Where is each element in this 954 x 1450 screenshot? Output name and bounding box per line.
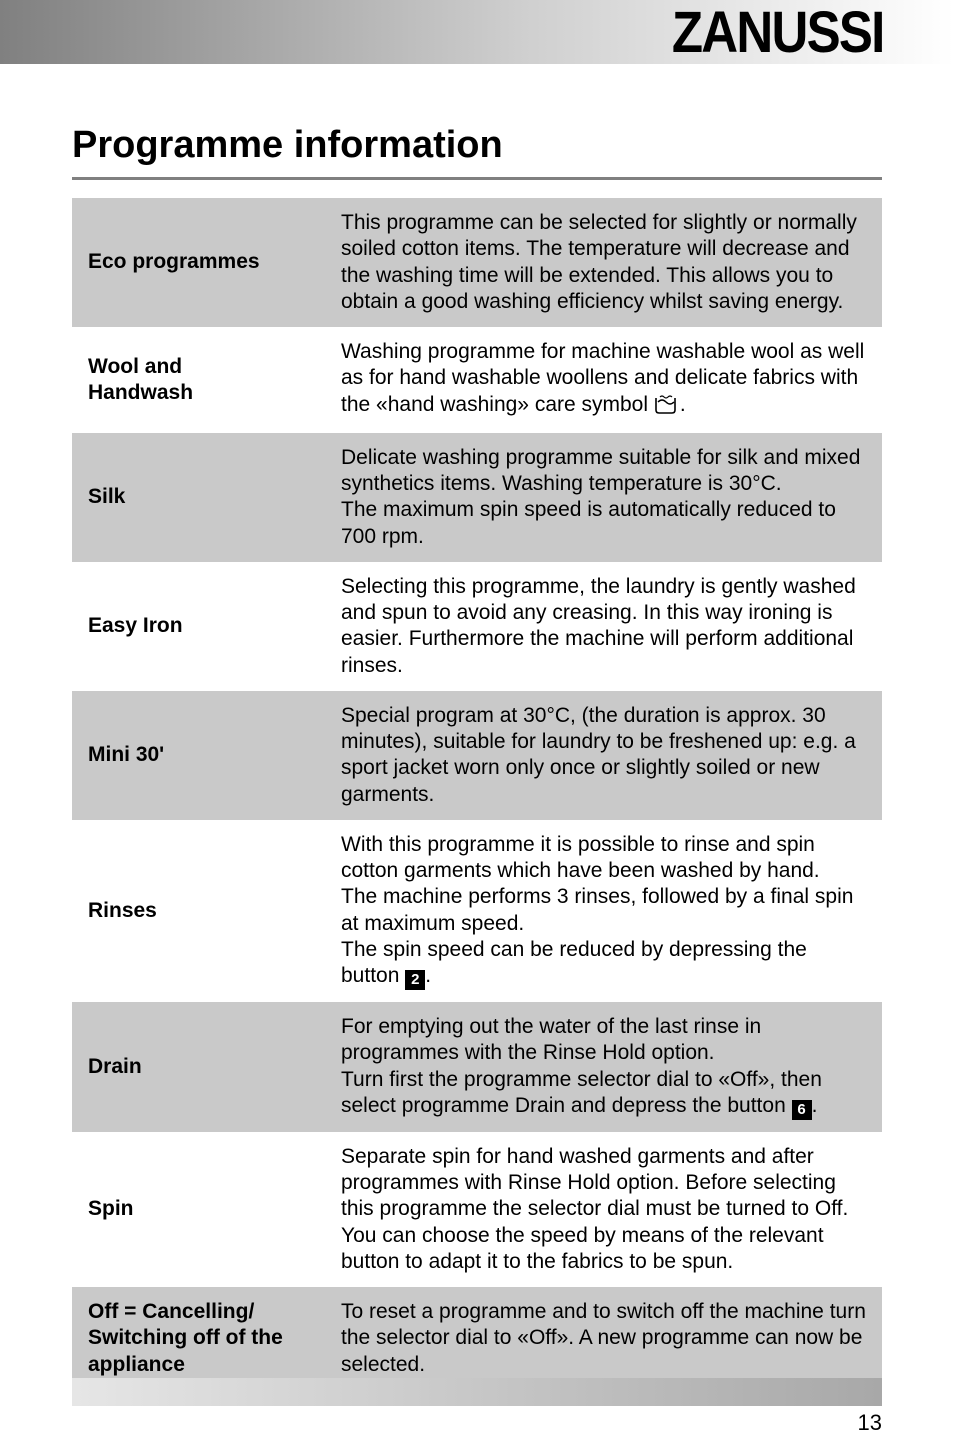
row-label: Spin: [72, 1132, 327, 1287]
footer-rule: [72, 1378, 882, 1406]
table-row: Wool and Handwash Washing programme for …: [72, 327, 882, 433]
table-row: Eco programmes This programme can be sel…: [72, 198, 882, 327]
table-row: Rinses With this programme it is possibl…: [72, 820, 882, 1002]
row-desc-text: For emptying out the water of the last r…: [341, 1015, 822, 1117]
brand-logo: ZANUSSI: [672, 0, 884, 66]
row-desc: Washing programme for machine washable w…: [327, 327, 882, 433]
handwash-icon: [654, 394, 680, 421]
row-label-line: Handwash: [88, 381, 193, 404]
row-label: Eco programmes: [72, 198, 327, 327]
row-label: Silk: [72, 433, 327, 562]
programme-table: Eco programmes This programme can be sel…: [72, 198, 882, 1390]
table-row: Spin Separate spin for hand washed garme…: [72, 1132, 882, 1287]
row-label: Rinses: [72, 820, 327, 1002]
table-row: Silk Delicate washing programme suitable…: [72, 433, 882, 562]
row-label: Easy Iron: [72, 562, 327, 691]
row-desc-text: .: [425, 964, 431, 987]
row-desc: With this programme it is possible to ri…: [327, 820, 882, 1002]
table-row: Drain For emptying out the water of the …: [72, 1002, 882, 1132]
button-badge-icon: 6: [792, 1100, 812, 1120]
table-row: Easy Iron Selecting this programme, the …: [72, 562, 882, 691]
button-badge-icon: 2: [405, 970, 425, 990]
row-desc-text: With this programme it is possible to ri…: [341, 833, 853, 987]
row-desc: Special program at 30°C, (the duration i…: [327, 691, 882, 820]
row-desc: This programme can be selected for sligh…: [327, 198, 882, 327]
row-desc-text: .: [812, 1094, 818, 1117]
row-desc-text: .: [680, 393, 686, 416]
row-desc: To reset a programme and to switch off t…: [327, 1287, 882, 1390]
page: ZANUSSI Programme information Eco progra…: [0, 0, 954, 1450]
row-desc: Separate spin for hand washed garments a…: [327, 1132, 882, 1287]
row-desc: Selecting this programme, the laundry is…: [327, 562, 882, 691]
page-number: 13: [858, 1410, 882, 1436]
row-label: Drain: [72, 1002, 327, 1132]
row-label: Mini 30': [72, 691, 327, 820]
table-row: Mini 30' Special program at 30°C, (the d…: [72, 691, 882, 820]
row-label: Wool and Handwash: [72, 327, 327, 433]
row-desc: For emptying out the water of the last r…: [327, 1002, 882, 1132]
title-rule: [72, 177, 882, 180]
top-bar: ZANUSSI: [0, 0, 954, 64]
content-area: Programme information Eco programmes Thi…: [0, 64, 954, 1390]
page-title: Programme information: [72, 124, 882, 167]
row-desc-text: Washing programme for machine washable w…: [341, 340, 864, 416]
row-label: Off = Cancelling/ Switching off of the a…: [72, 1287, 327, 1390]
table-row: Off = Cancelling/ Switching off of the a…: [72, 1287, 882, 1390]
row-desc: Delicate washing programme suitable for …: [327, 433, 882, 562]
row-label-line: Wool and: [88, 355, 182, 378]
